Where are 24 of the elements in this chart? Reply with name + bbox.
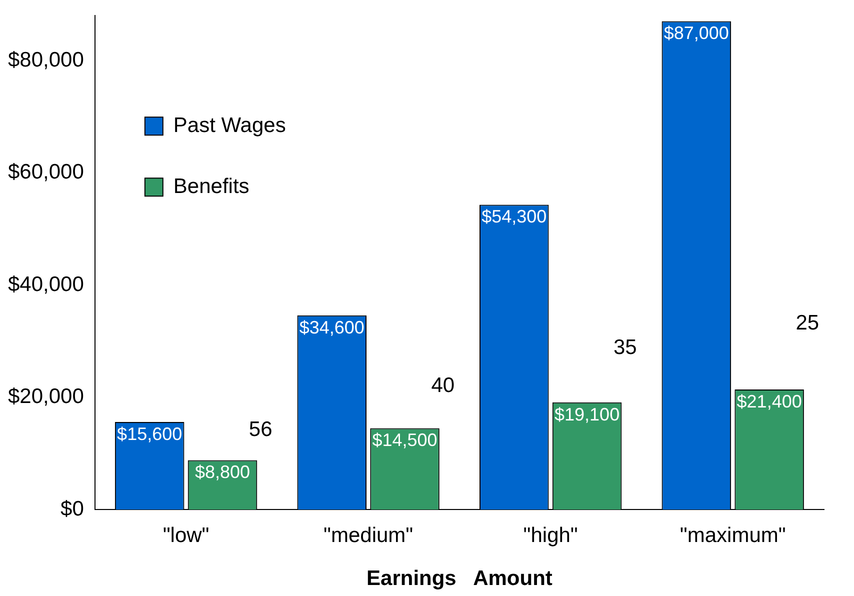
y-tick-label: $40,000 bbox=[8, 272, 84, 296]
y-tick-label: $20,000 bbox=[8, 385, 84, 408]
data-label: $87,000 bbox=[664, 23, 729, 44]
data-label: $54,300 bbox=[482, 206, 547, 227]
annotation: 56 bbox=[248, 418, 272, 441]
data-label: $15,600 bbox=[117, 424, 182, 444]
x-tick-label: "medium" bbox=[324, 524, 414, 547]
y-tick-label: $0 bbox=[60, 497, 84, 520]
annotation: 40 bbox=[431, 374, 455, 397]
y-tick-label: $60,000 bbox=[8, 160, 84, 184]
data-label: $19,100 bbox=[554, 404, 620, 424]
data-label: $8,800 bbox=[194, 462, 250, 482]
x-axis-title: Earnings Amount bbox=[366, 567, 552, 590]
data-label: $14,500 bbox=[372, 430, 438, 450]
annotation: 35 bbox=[613, 336, 637, 360]
y-tick-label: $80,000 bbox=[8, 48, 84, 72]
x-tick-label: "maximum" bbox=[680, 524, 786, 547]
x-tick-label: "high" bbox=[523, 524, 578, 547]
x-tick-label: "low" bbox=[162, 524, 210, 547]
legend-label: Past Wages bbox=[173, 114, 286, 137]
data-label: $21,400 bbox=[736, 391, 802, 412]
annotation: 25 bbox=[796, 311, 820, 334]
legend-label: Benefits bbox=[173, 174, 250, 198]
data-label: $34,600 bbox=[299, 317, 364, 338]
